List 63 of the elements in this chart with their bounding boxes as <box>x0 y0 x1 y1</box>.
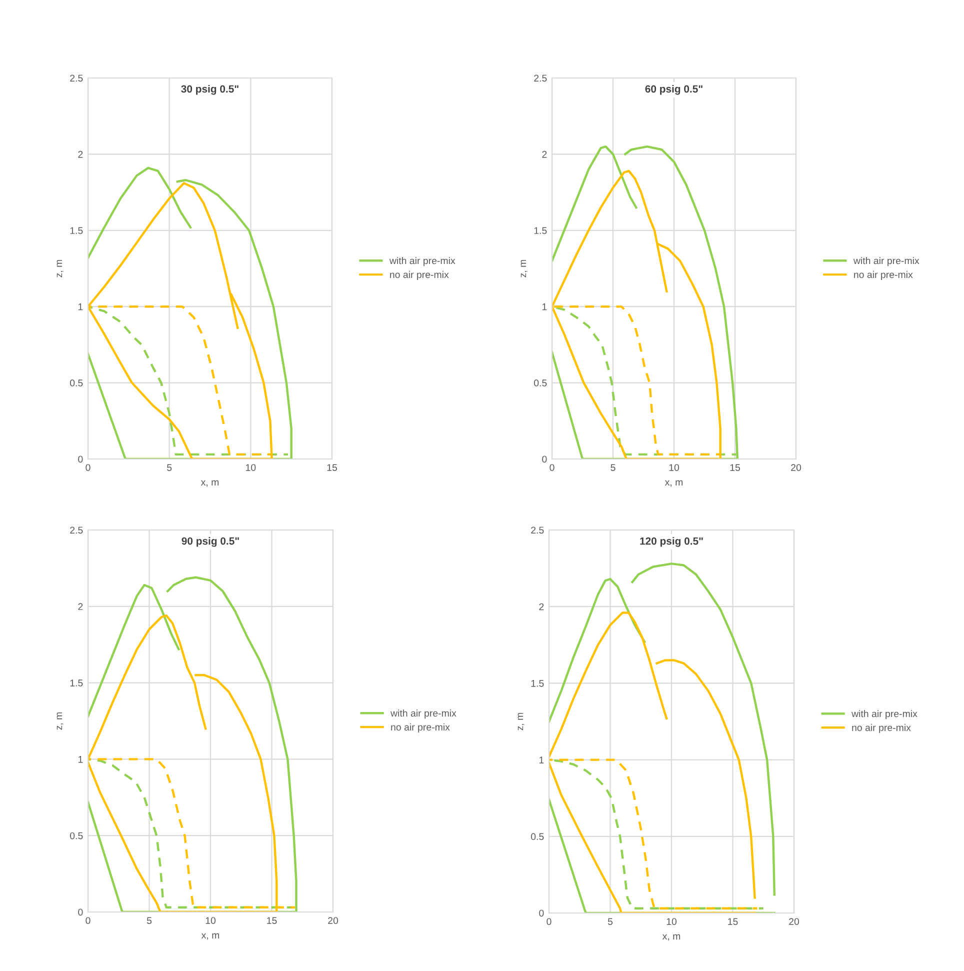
y-tick-label: 1.5 <box>70 680 83 686</box>
y-axis-title: z, m <box>56 712 64 730</box>
y-tick-label: 1 <box>539 756 544 764</box>
y-tick-label: 1.5 <box>70 227 83 234</box>
x-tick-label: 15 <box>730 464 740 471</box>
x-tick-label: 20 <box>328 917 338 924</box>
text: 90 psig 0.5" <box>182 537 239 547</box>
text: 60 psig 0.5" <box>645 84 702 95</box>
legend-label: with air pre-mix <box>389 257 456 266</box>
text: 30 psig 0.5" <box>181 84 238 95</box>
legend-label: no air pre-mix <box>390 270 449 280</box>
legend-label: with air pre-mix <box>853 257 920 266</box>
y-tick-label: 0 <box>539 910 544 917</box>
y-tick-label: 2 <box>542 150 547 158</box>
legend-label: with air pre-mix <box>852 710 918 720</box>
y-tick-label: 1 <box>78 303 83 310</box>
y-tick-label: 0 <box>78 908 83 916</box>
y-tick-label: 0.5 <box>531 833 544 840</box>
y-axis-title: z, m <box>56 260 64 278</box>
x-axis-title: x, m <box>201 933 220 940</box>
y-tick-label: 2.5 <box>534 74 547 82</box>
y-tick-label: 2 <box>539 603 544 610</box>
legend-label: with air pre-mix <box>390 710 456 719</box>
x-tick-label: 0 <box>546 918 552 925</box>
x-tick-label: 20 <box>791 464 802 471</box>
y-tick-label: 2 <box>78 150 83 158</box>
x-tick-label: 15 <box>267 917 277 924</box>
x-tick-label: 0 <box>550 464 554 471</box>
x-tick-label: 10 <box>246 464 256 471</box>
legend-label: no air pre-mix <box>852 724 911 733</box>
y-tick-label: 0 <box>542 456 547 463</box>
y-tick-label: 1.5 <box>534 227 547 234</box>
x-axis-title: x, m <box>200 480 219 487</box>
y-tick-label: 0.5 <box>70 380 83 386</box>
x-tick-label: 5 <box>167 464 172 471</box>
y-tick-label: 0.5 <box>534 380 547 386</box>
x-tick-label: 5 <box>608 918 613 925</box>
text: 120 psig 0.5" <box>640 537 703 547</box>
y-tick-label: 0 <box>78 456 83 463</box>
legend-label: no air pre-mix <box>391 723 450 732</box>
x-tick-label: 0 <box>86 917 90 924</box>
x-tick-label: 5 <box>146 917 152 924</box>
y-tick-label: 2.5 <box>70 74 83 82</box>
y-tick-label: 1 <box>78 756 83 763</box>
x-axis-title: x, m <box>662 934 680 941</box>
y-tick-label: 2 <box>78 603 83 610</box>
legend-label: no air pre-mix <box>854 270 913 280</box>
y-tick-label: 1.5 <box>531 680 544 687</box>
y-axis-title: z, m <box>518 712 524 730</box>
y-tick-label: 0.5 <box>70 832 83 840</box>
x-tick-label: 15 <box>327 464 337 471</box>
x-tick-label: 0 <box>86 464 90 471</box>
x-tick-label: 20 <box>789 918 800 925</box>
y-tick-label: 2.5 <box>531 526 544 534</box>
x-tick-label: 10 <box>206 917 216 924</box>
x-tick-label: 10 <box>669 464 680 471</box>
y-tick-label: 1 <box>542 303 547 310</box>
y-tick-label: 2.5 <box>70 526 83 534</box>
y-axis-title: z, m <box>520 260 528 278</box>
x-tick-label: 5 <box>610 464 616 471</box>
x-tick-label: 10 <box>666 918 677 925</box>
x-tick-label: 15 <box>728 918 738 925</box>
x-axis-title: x, m <box>664 480 683 487</box>
